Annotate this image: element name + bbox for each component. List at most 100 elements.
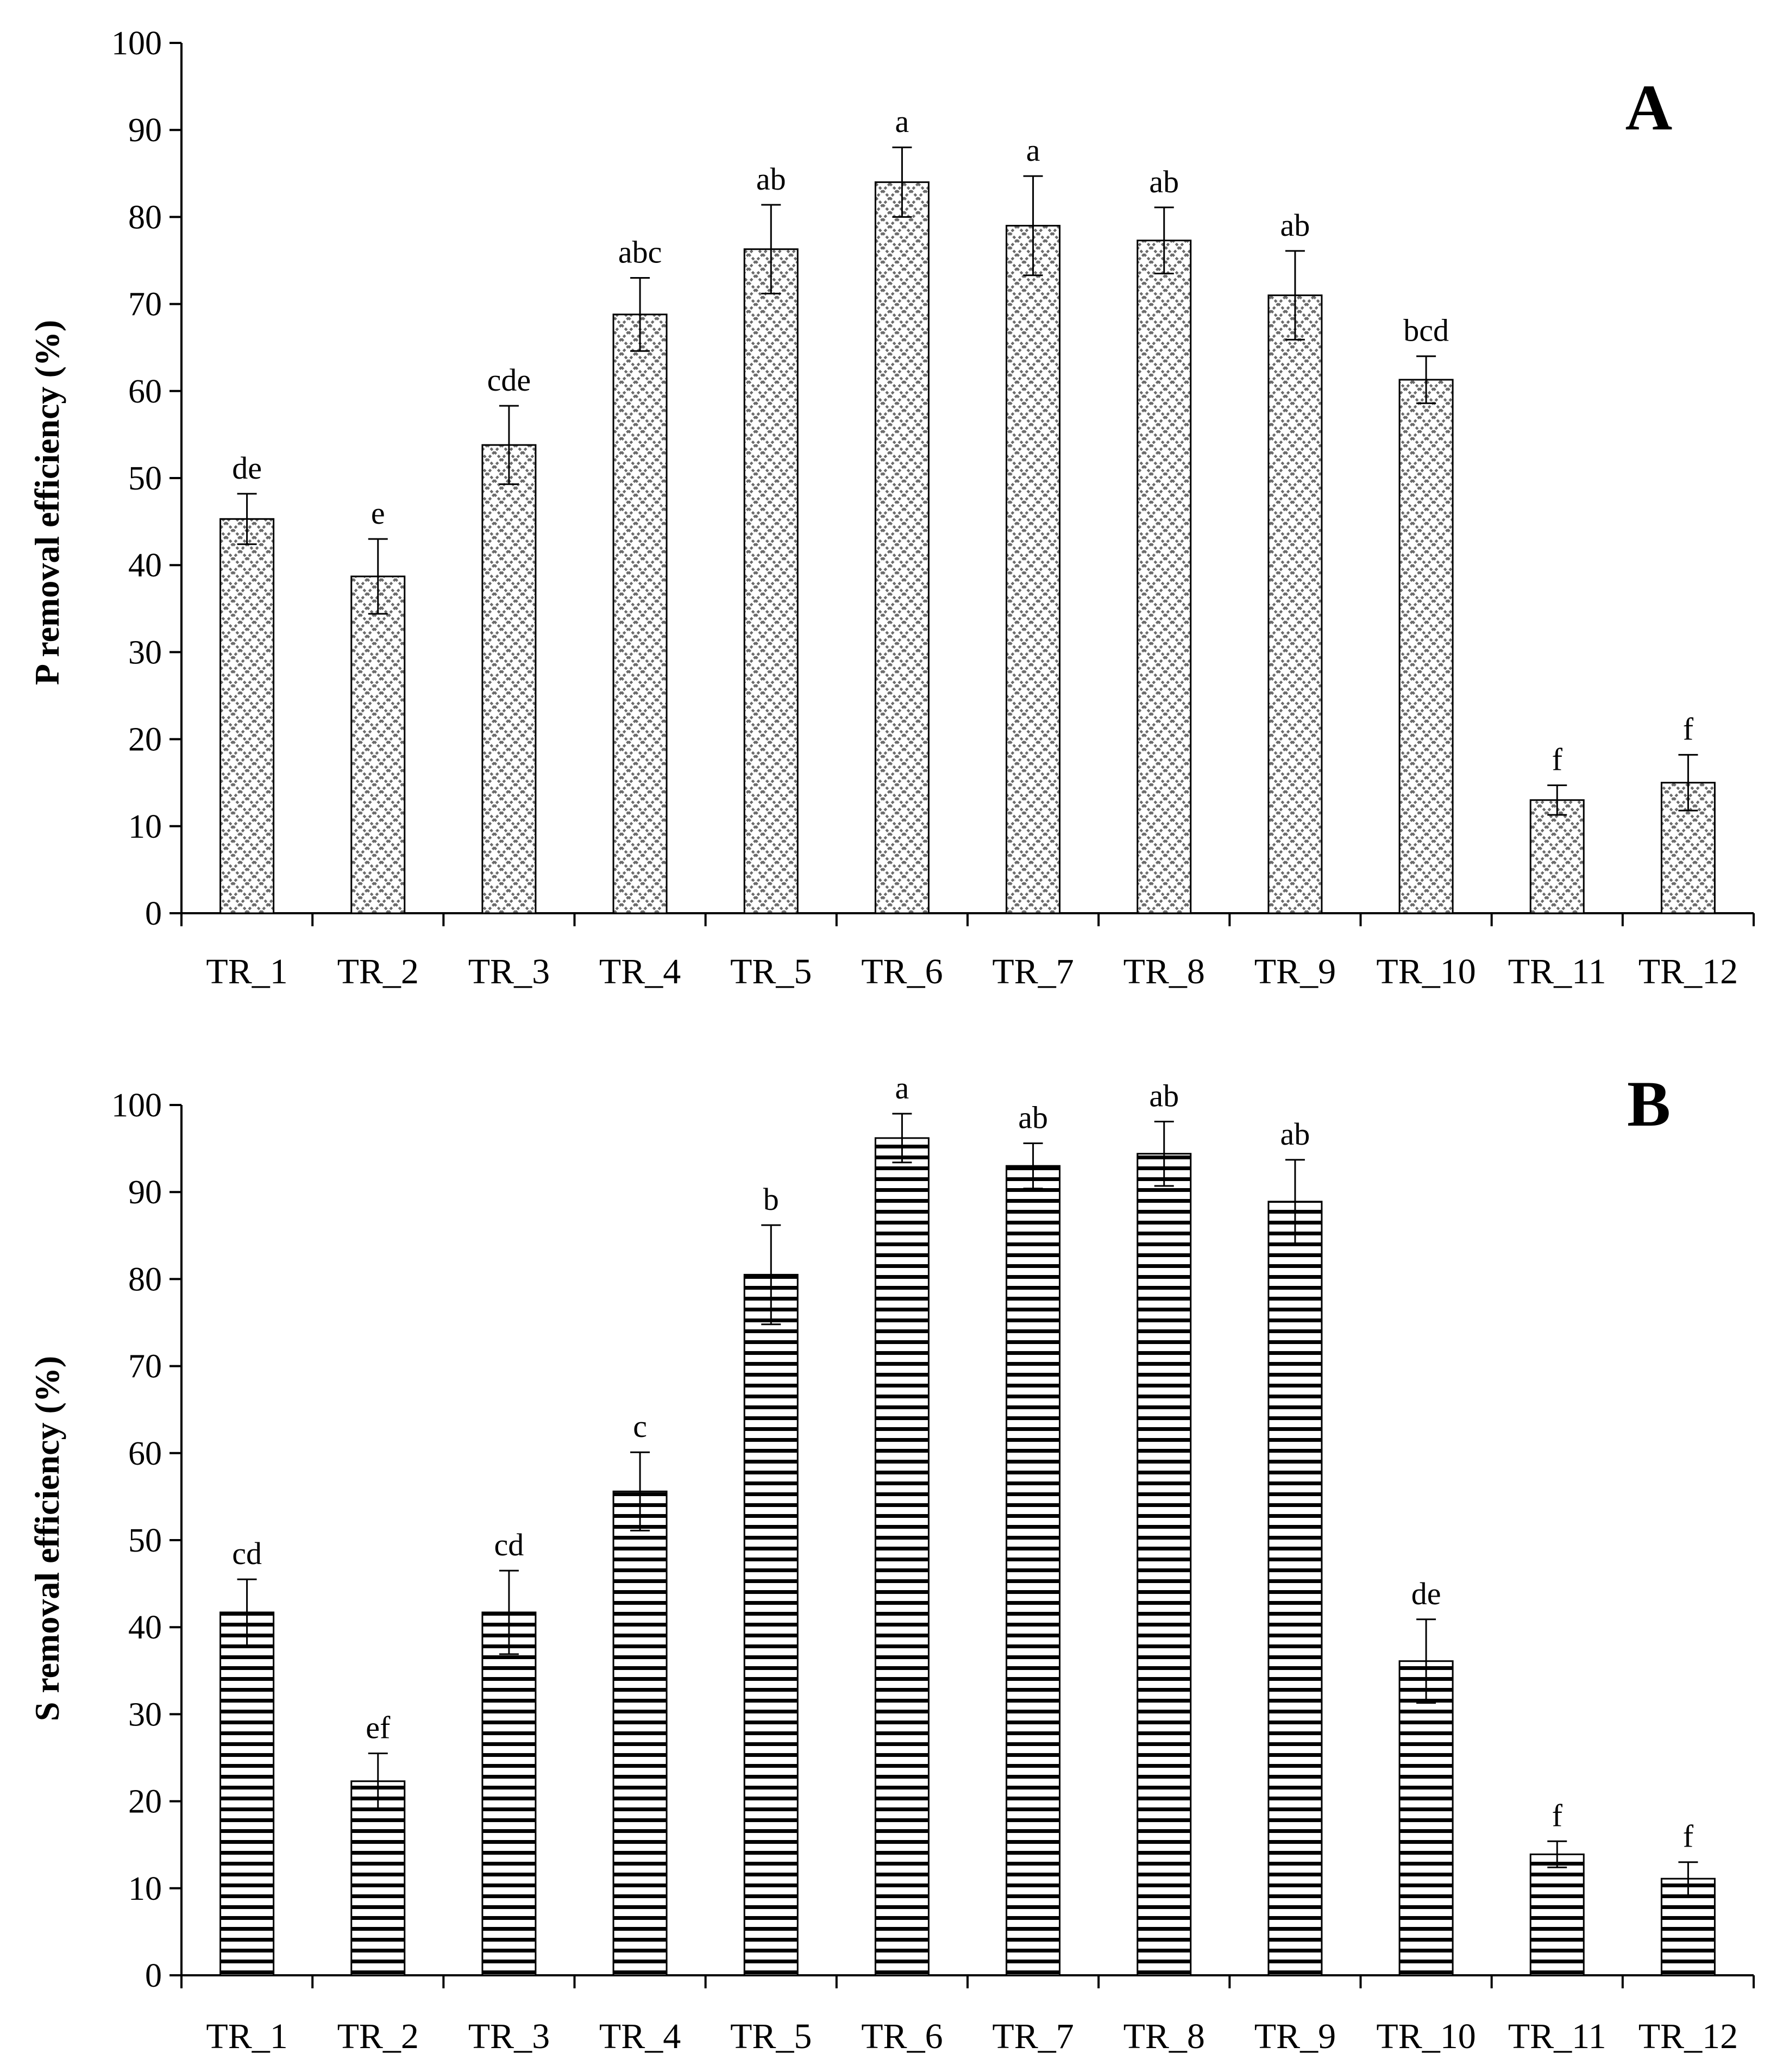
panel-b-y-tick-label: 100	[111, 1087, 162, 1124]
panel-b-bar	[612, 1490, 668, 1976]
panel-a-significance-label: abc	[618, 235, 662, 270]
panel-a-y-tick-label: 50	[128, 460, 162, 497]
panel-a-significance-label: e	[371, 495, 385, 531]
panel-b-x-tick-label: TR_3	[468, 2017, 550, 2056]
panel-a-significance-label: bcd	[1403, 313, 1449, 348]
panel-a-y-tick-label: 90	[128, 112, 162, 149]
panel-b-y-tick-label: 20	[128, 1784, 162, 1820]
panel-b-bar	[481, 1611, 537, 1976]
panel-a-label: A	[1625, 71, 1673, 143]
panel-a-y-axis-title: P removal efficiency (%)	[28, 320, 66, 685]
panel-b-x-tick-label: TR_9	[1254, 2017, 1336, 2056]
panel-b-y-tick-label: 60	[128, 1435, 162, 1472]
panel-a-x-tick-label: TR_9	[1254, 952, 1336, 991]
panel-a-x-tick-label: TR_6	[861, 952, 943, 991]
panel-b-bar	[1267, 1201, 1323, 1976]
panel-a-bar	[1267, 294, 1323, 914]
panel-a-y-tick-label: 100	[111, 25, 162, 62]
panel-b-y-tick-label: 10	[128, 1870, 162, 1907]
panel-a-bar	[481, 444, 537, 914]
panel-a-significance-label: de	[232, 450, 262, 486]
panel-a-bar	[1006, 224, 1061, 914]
panel-a-y-tick-label: 80	[128, 199, 162, 236]
panel-b-y-tick-label: 0	[145, 1957, 162, 1994]
panel-a-x-tick-label: TR_4	[599, 952, 681, 991]
panel-a-bar	[350, 575, 406, 914]
panel-a-significance-label: ab	[756, 161, 786, 197]
panel-a-bar	[1529, 799, 1585, 914]
panel-a-significance-label: ab	[1149, 164, 1179, 199]
panel-a-significance-label: a	[895, 104, 909, 139]
panel-b-y-tick-label: 50	[128, 1522, 162, 1559]
panel-a-significance-label: cde	[487, 362, 531, 398]
panel-a-x-tick-label: TR_8	[1123, 952, 1205, 991]
panel-a-x-tick-label: TR_5	[730, 952, 812, 991]
panel-b-x-tick-label: TR_7	[992, 2017, 1073, 2056]
panel-b-bar	[1137, 1153, 1192, 1976]
panel-a-x-tick-label: TR_3	[468, 952, 550, 991]
panel-b-x-tick-label: TR_10	[1376, 2017, 1476, 2056]
panel-a: A P removal efficiency (%) 0 10 20 30 40 50 60…	[28, 25, 1755, 991]
panel-a-x-tick-label: TR_12	[1638, 952, 1738, 991]
panel-a-bar	[874, 181, 930, 914]
panel-b-y-tick-label: 30	[128, 1696, 162, 1733]
panel-a-y-tick-label: 10	[128, 808, 162, 845]
panel-b-significance-label: cd	[232, 1536, 262, 1571]
panel-b-bar	[219, 1611, 275, 1976]
panel-b-x-tick-label: TR_1	[206, 2017, 287, 2056]
panel-a-significance-label: a	[1026, 133, 1040, 168]
panel-b-x-tick-label: TR_12	[1638, 2017, 1738, 2056]
panel-b-y-axis-title: S removal efficiency (%)	[28, 1356, 66, 1721]
panel-b-significance-label: ab	[1018, 1100, 1048, 1135]
panel-a-y-tick-label: 70	[128, 286, 162, 323]
panel-b-x-tick-label: TR_4	[599, 2017, 681, 2056]
panel-b-bar	[1006, 1165, 1061, 1976]
panel-b-significance-label: cd	[494, 1527, 524, 1562]
panel-a-y-tick-label: 30	[128, 634, 162, 671]
panel-b-significance-label: ab	[1149, 1078, 1179, 1113]
panel-a-x-tick-label: TR_2	[337, 952, 419, 991]
panel-b-bar	[1529, 1853, 1585, 1976]
panel-a-bar	[612, 313, 668, 914]
panel-a-plot: 0 10 20 30 40 50 60 70 80 90 100 de TR_1 e TR_2 cde TR_3…	[111, 25, 1755, 991]
panel-b-significance-label: a	[895, 1070, 909, 1106]
panel-a-x-tick-label: TR_10	[1376, 952, 1476, 991]
panel-b-label: B	[1627, 1068, 1671, 1140]
panel-b-significance-label: de	[1411, 1576, 1441, 1611]
panel-b-significance-label: f	[1683, 1819, 1694, 1854]
panel-a-y-tick-label: 20	[128, 721, 162, 758]
panel-a-x-tick-label: TR_11	[1508, 952, 1606, 991]
panel-b-x-tick-label: TR_2	[337, 2017, 419, 2056]
panel-b-x-tick-label: TR_11	[1508, 2017, 1606, 2056]
panel-a-bar	[743, 248, 799, 914]
panel-b-x-tick-label: TR_5	[730, 2017, 812, 2056]
panel-b-y-tick-label: 90	[128, 1174, 162, 1211]
panel-a-y-tick-label: 40	[128, 547, 162, 584]
panel-a-bar	[219, 518, 275, 914]
panel-a-y-tick-label: 60	[128, 373, 162, 410]
panel-b-significance-label: ef	[366, 1710, 391, 1745]
panel-a-x-tick-label: TR_1	[206, 952, 287, 991]
panel-b-bar	[743, 1273, 799, 1976]
panel-b-plot: 0 10 20 30 40 50 60 70 80 90 100 cd TR_1 ef TR_2 cd TR_3…	[111, 1070, 1755, 2056]
panel-a-significance-label: ab	[1280, 208, 1310, 243]
panel-a-significance-label: f	[1683, 711, 1694, 746]
panel-a-significance-label: f	[1552, 742, 1563, 777]
panel-b-significance-label: b	[763, 1182, 779, 1217]
panel-b-x-tick-label: TR_6	[861, 2017, 943, 2056]
panel-b-bar	[874, 1137, 930, 1976]
panel-b-y-tick-label: 40	[128, 1609, 162, 1646]
panel-b-y-tick-label: 80	[128, 1261, 162, 1298]
panel-b-significance-label: ab	[1280, 1116, 1310, 1152]
panel-b-x-tick-label: TR_8	[1123, 2017, 1205, 2056]
panel-a-x-tick-label: TR_7	[992, 952, 1073, 991]
panel-a-bar	[1398, 379, 1454, 914]
panel-a-bar	[1137, 240, 1192, 914]
panel-b-bar	[350, 1780, 406, 1976]
panel-a-y-tick-label: 0	[145, 895, 162, 932]
panel-b-significance-label: f	[1552, 1798, 1563, 1833]
panel-b-bar	[1398, 1660, 1454, 1976]
panel-b-significance-label: c	[633, 1409, 647, 1444]
panel-b-y-tick-label: 70	[128, 1348, 162, 1385]
